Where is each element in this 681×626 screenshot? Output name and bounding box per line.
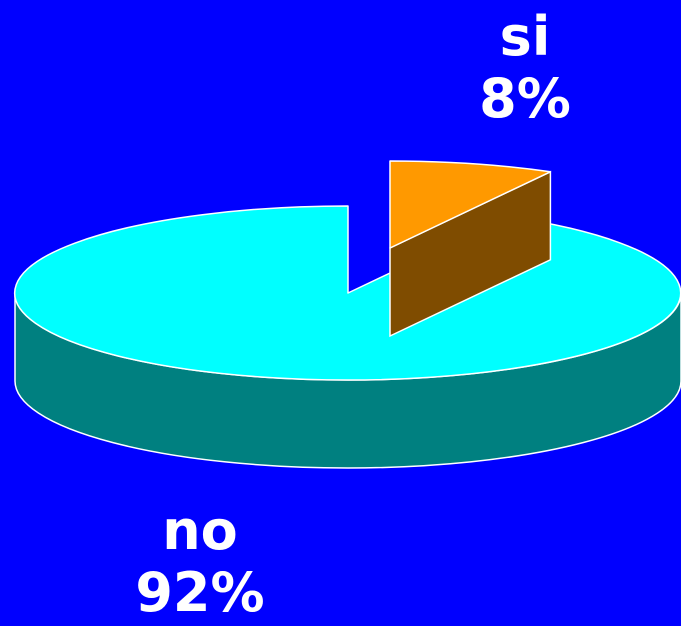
slice-label-si: si 8% — [450, 6, 600, 130]
slice-top-no — [14, 205, 681, 381]
slice-top-si — [389, 160, 552, 249]
slice-percent-no: 92% — [135, 561, 265, 624]
slice-percent-si: 8% — [479, 67, 571, 130]
slice-name-no: no — [162, 499, 238, 562]
slice-label-no: no 92% — [120, 500, 280, 624]
slice-name-si: si — [499, 5, 551, 68]
